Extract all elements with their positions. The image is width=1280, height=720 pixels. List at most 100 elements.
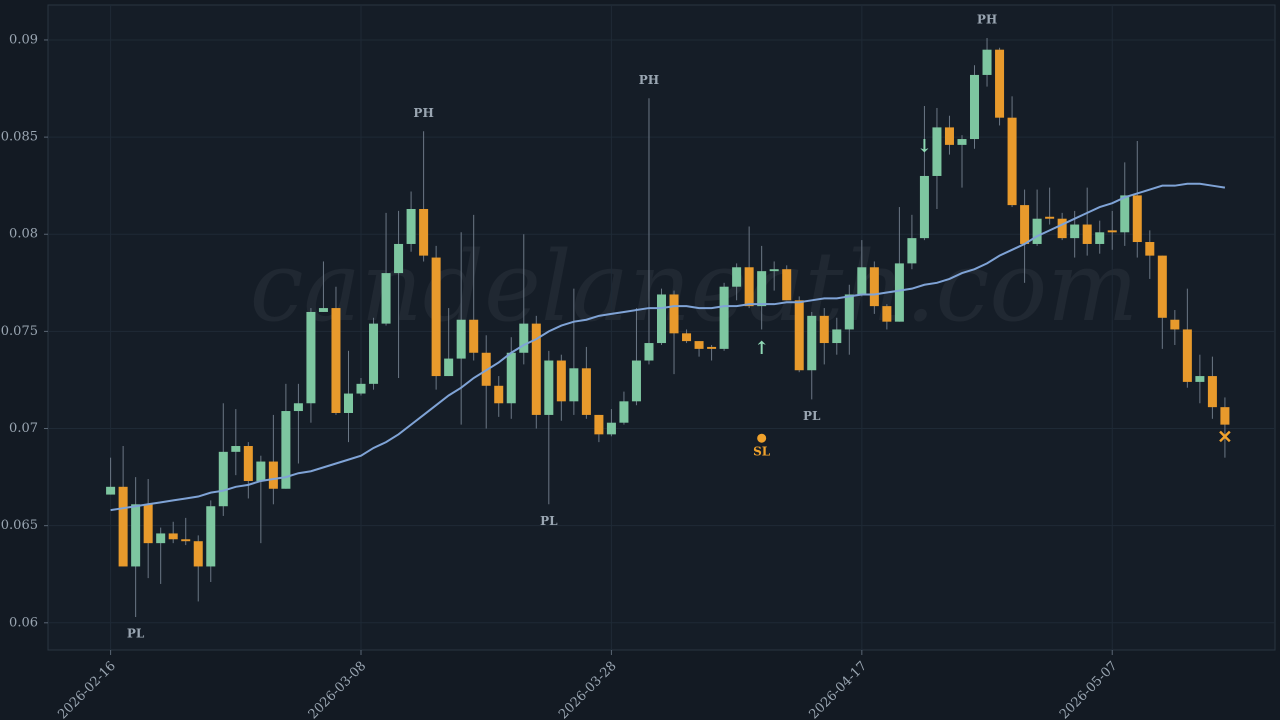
candle-body bbox=[494, 385, 504, 404]
candle-body bbox=[869, 267, 879, 307]
candle-body bbox=[394, 243, 404, 274]
candle-body bbox=[1157, 255, 1167, 318]
candle-body bbox=[807, 315, 817, 371]
candle-body bbox=[569, 368, 579, 402]
candle-body bbox=[944, 127, 954, 145]
candle-body bbox=[995, 49, 1005, 118]
candle-body bbox=[844, 294, 854, 330]
candle-body bbox=[168, 533, 178, 540]
candle-body bbox=[381, 273, 391, 324]
candle-body bbox=[306, 311, 316, 404]
candle-body bbox=[1045, 216, 1055, 219]
candle-body bbox=[331, 308, 341, 413]
candle-body bbox=[707, 346, 717, 349]
candle-body bbox=[669, 294, 679, 334]
candle-body bbox=[206, 506, 216, 567]
candle-body bbox=[531, 323, 541, 415]
candle-body bbox=[544, 360, 554, 415]
candle-body bbox=[1082, 224, 1092, 244]
candle-body bbox=[181, 539, 191, 542]
candle-body bbox=[1107, 230, 1117, 233]
candle-body bbox=[218, 451, 228, 507]
candle-body bbox=[343, 393, 353, 413]
candle-body bbox=[506, 352, 516, 404]
pivot-low-label: PL bbox=[127, 626, 145, 640]
pivot-low-label: PL bbox=[540, 514, 558, 528]
candle-body bbox=[656, 294, 667, 344]
candle-body bbox=[519, 323, 529, 353]
candle-body bbox=[556, 360, 566, 402]
candle-body bbox=[594, 414, 604, 435]
candle-body bbox=[832, 329, 842, 344]
candle-body bbox=[782, 269, 792, 301]
candle-body bbox=[857, 267, 867, 295]
candle-body bbox=[982, 49, 992, 75]
candle-body bbox=[431, 257, 441, 377]
candle-body bbox=[293, 403, 303, 412]
candle-body bbox=[369, 323, 379, 384]
candle-body bbox=[419, 208, 429, 256]
stop-loss-marker bbox=[757, 433, 767, 443]
candle-body bbox=[1057, 218, 1067, 239]
candle-body bbox=[156, 533, 166, 544]
candle-body bbox=[769, 269, 779, 272]
candle-body bbox=[1032, 218, 1042, 244]
pivot-high-label: PH bbox=[639, 73, 659, 87]
candle-body bbox=[907, 238, 917, 264]
candle-body bbox=[1070, 224, 1080, 239]
candle-body bbox=[1132, 195, 1142, 243]
candle-body bbox=[694, 341, 704, 349]
y-tick-label: 0.08 bbox=[9, 227, 38, 242]
candle-body bbox=[1120, 195, 1130, 233]
candle-body bbox=[143, 504, 153, 544]
candle-body bbox=[243, 446, 253, 481]
candle-body bbox=[1195, 376, 1205, 382]
candle-body bbox=[1007, 117, 1017, 206]
candle-body bbox=[456, 319, 466, 359]
candle-body bbox=[882, 306, 892, 322]
pivot-low-label: PL bbox=[803, 409, 821, 423]
stop-loss-label: SL bbox=[753, 445, 771, 459]
candle-body bbox=[1220, 407, 1230, 425]
candle-body bbox=[631, 360, 641, 402]
y-tick-label: 0.09 bbox=[9, 32, 38, 47]
candle-body bbox=[231, 446, 241, 452]
candle-body bbox=[732, 267, 742, 287]
candle-body bbox=[932, 127, 942, 176]
candle-body bbox=[719, 286, 729, 349]
candle-body bbox=[356, 383, 366, 394]
candle-body bbox=[894, 263, 904, 322]
candle-body bbox=[757, 271, 767, 307]
candle-body bbox=[281, 411, 291, 489]
candle-body bbox=[644, 343, 654, 361]
candle-body bbox=[619, 401, 629, 423]
candle-body bbox=[819, 315, 829, 344]
candle-body bbox=[682, 333, 692, 342]
candle-body bbox=[444, 358, 454, 377]
candle-body bbox=[106, 486, 116, 495]
candle-body bbox=[957, 139, 967, 145]
signal-arrow: ↑ bbox=[754, 338, 769, 359]
exit-marker: ✕ bbox=[1217, 427, 1232, 448]
candle-body bbox=[970, 74, 980, 140]
candle-body bbox=[193, 541, 203, 567]
candle-body bbox=[256, 461, 266, 481]
candle-body bbox=[1182, 329, 1192, 382]
candle-body bbox=[744, 267, 754, 307]
y-tick-label: 0.07 bbox=[9, 421, 38, 436]
candle-body bbox=[318, 308, 328, 312]
candle-body bbox=[606, 422, 616, 435]
candle-body bbox=[118, 486, 128, 567]
candle-body bbox=[794, 300, 804, 371]
candle-body bbox=[581, 368, 591, 415]
pivot-high-label: PH bbox=[413, 106, 433, 120]
candle-body bbox=[1170, 319, 1180, 330]
candle-body bbox=[268, 461, 278, 489]
y-tick-label: 0.085 bbox=[1, 130, 38, 145]
pivot-high-label: PH bbox=[977, 13, 997, 27]
candle-body bbox=[1145, 242, 1155, 256]
candle-body bbox=[1020, 205, 1030, 244]
candle-body bbox=[406, 208, 416, 244]
candle-body bbox=[469, 319, 479, 353]
